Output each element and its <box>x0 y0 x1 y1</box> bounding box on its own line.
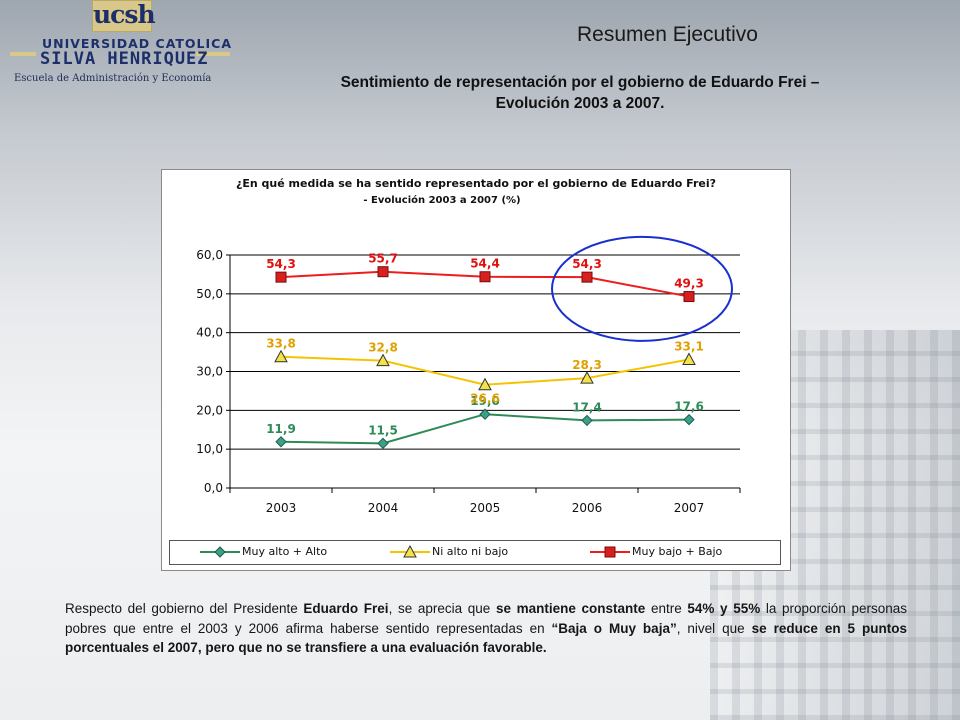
data-label: 19,0 <box>470 394 500 408</box>
data-label: 33,8 <box>266 337 296 351</box>
y-tick-label: 60,0 <box>196 248 223 262</box>
y-tick-label: 50,0 <box>196 287 223 301</box>
logo-university-text: UNIVERSIDAD CATOLICA <box>42 36 233 51</box>
y-tick-label: 10,0 <box>196 442 223 456</box>
data-point <box>479 271 491 283</box>
data-point <box>682 352 696 365</box>
summary-text-3: entre <box>645 601 688 616</box>
data-label: 33,1 <box>674 339 704 353</box>
summary-paragraph: Respecto del gobierno del Presidente Edu… <box>65 599 907 658</box>
data-label: 28,3 <box>572 358 602 372</box>
slide-subtitle: Sentimiento de representación por el gob… <box>300 72 860 114</box>
data-point <box>275 436 287 448</box>
summary-bold-2: se mantiene constante <box>495 601 646 616</box>
y-tick-label: 40,0 <box>196 326 223 340</box>
data-point <box>377 266 389 278</box>
data-point <box>275 271 287 283</box>
legend-label-series-2: Ni alto ni bajo <box>432 545 509 558</box>
data-label: 54,3 <box>266 257 296 271</box>
data-point <box>683 413 695 426</box>
x-tick-label: 2006 <box>572 501 603 515</box>
summary-bold-5: se reduce en 5 puntos porcentuales el 20… <box>65 620 907 656</box>
x-tick-label: 2005 <box>470 501 501 515</box>
summary-bold-1: Eduardo Frei <box>303 601 389 616</box>
data-label: 11,9 <box>266 422 296 436</box>
legend-label-series-3: Muy bajo + Bajo <box>632 545 723 558</box>
x-tick-label: 2007 <box>674 501 705 515</box>
data-label: 17,6 <box>674 400 704 414</box>
summary-text-2: , se aprecia que <box>388 601 496 616</box>
data-label: 32,8 <box>368 341 398 355</box>
logo-name-text: SILVA HENRIQUEZ <box>40 49 209 69</box>
summary-text-5: , nivel que <box>676 620 752 636</box>
data-point <box>580 371 594 384</box>
y-tick-label: 0,0 <box>204 481 223 495</box>
logo-ucsh-mark: ucsh <box>92 0 156 32</box>
legend-marker-triangle <box>390 545 430 558</box>
data-label: 54,4 <box>470 257 500 271</box>
logo-bar-left <box>10 52 36 56</box>
logo-school-text: Escuela de Administración y Economía <box>14 73 212 84</box>
summary-bold-4: “Baja o Muy baja” <box>551 620 677 636</box>
legend-marker-diamond <box>200 546 240 558</box>
data-point <box>479 408 491 420</box>
legend-label-series-1: Muy alto + Alto <box>242 545 328 558</box>
page-title: Resumen Ejecutivo <box>577 23 758 46</box>
data-label: 49,3 <box>674 277 704 291</box>
summary-text-4: la proporción personas pobres que entre … <box>65 601 908 636</box>
data-point <box>376 353 390 367</box>
university-logo: ucsh UNIVERSIDAD CATOLICA SILVA HENRIQUE… <box>10 0 240 92</box>
data-point <box>581 414 593 427</box>
summary-text-1: Respecto del gobierno del Presidente <box>65 601 304 616</box>
slide-subtitle-line2: Evolución 2003 a 2007. <box>495 95 665 112</box>
data-label: 17,4 <box>572 400 602 414</box>
x-tick-label: 2004 <box>368 501 399 515</box>
chart-title: ¿En qué medida se ha sentido representad… <box>236 177 716 190</box>
data-label: 26,6 <box>470 392 500 406</box>
data-label: 54,3 <box>572 257 602 271</box>
data-point <box>581 271 593 283</box>
chart-plot: 0,0 10,0 20,0 30,0 40,0 50,0 60,0 2003 2004 2005 2… <box>196 235 741 515</box>
slide-subtitle-line1: Sentimiento de representación por el gob… <box>340 74 820 91</box>
chart-legend: Muy alto + Alto Ni alto ni bajo Muy bajo… <box>169 540 781 565</box>
logo-bar-right <box>196 52 230 56</box>
data-point <box>478 377 492 391</box>
y-tick-label: 30,0 <box>196 365 223 379</box>
x-tick-label: 2003 <box>266 501 297 515</box>
legend-marker-square <box>590 546 630 558</box>
data-point <box>377 437 389 450</box>
data-point <box>274 349 288 363</box>
data-label: 11,5 <box>368 423 398 437</box>
summary-bold-3: 54% y 55% <box>687 601 761 616</box>
data-point <box>683 291 695 303</box>
chart-subtitle: - Evolución 2003 a 2007 (%) <box>363 195 521 206</box>
y-tick-label: 20,0 <box>196 403 223 417</box>
data-label: 55,7 <box>368 252 398 266</box>
line-chart: ¿En qué medida se ha sentido representad… <box>161 169 791 571</box>
highlight-ellipse <box>551 235 733 342</box>
